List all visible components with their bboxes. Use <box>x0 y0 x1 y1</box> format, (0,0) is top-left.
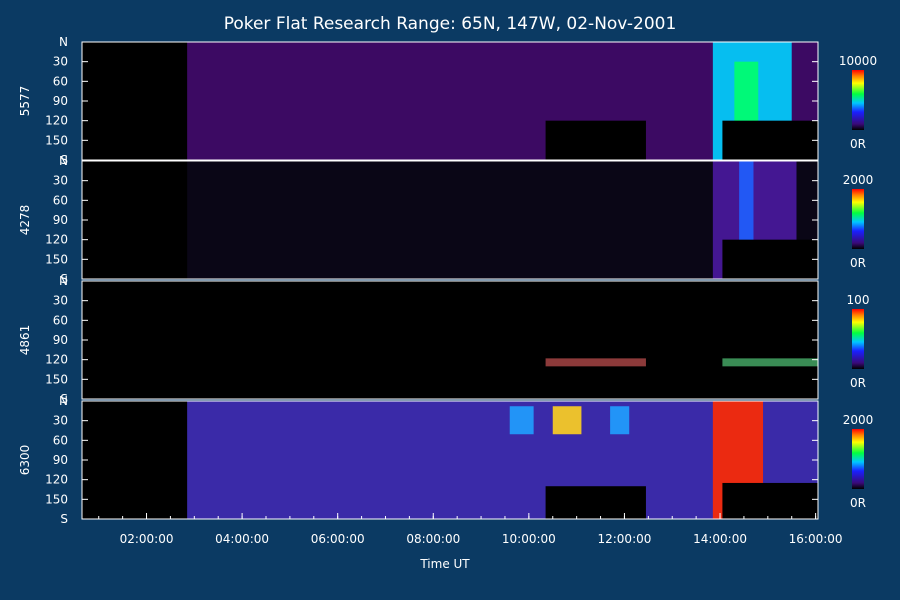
y-tick-label: 30 <box>53 414 68 428</box>
colorbar-min-label: 0R <box>850 496 866 510</box>
colorbar <box>852 70 864 130</box>
masked-block-1 <box>722 482 818 519</box>
panel-wavelength-label: 4278 <box>18 205 32 236</box>
colorbar-min-label: 0R <box>850 376 866 390</box>
panel-6300: N 30 60 90 120 150 S 6300 2000 0R <box>18 394 873 526</box>
y-tick-label: S <box>60 512 68 526</box>
colorbar <box>852 429 864 489</box>
y-tick-label: 120 <box>45 233 68 247</box>
panels-group: N 30 60 90 120 150 S 5577 10000 0R N 30 60 90 120 150 S 4… <box>18 35 877 526</box>
x-tick-label: 08:00:00 <box>406 532 460 546</box>
x-tick-label: 04:00:00 <box>215 532 269 546</box>
y-tick-label: 60 <box>53 193 68 207</box>
x-axis-label: Time UT <box>419 557 470 571</box>
panel-wavelength-label: 4861 <box>18 325 32 356</box>
aurora-feature-0 <box>509 406 534 435</box>
data-region <box>187 281 819 399</box>
y-tick-label: 90 <box>53 453 68 467</box>
y-tick-label: N <box>59 394 68 408</box>
x-tick-label: 10:00:00 <box>502 532 556 546</box>
x-tick-label: 06:00:00 <box>311 532 365 546</box>
colorbar <box>852 189 864 249</box>
y-tick-label: 150 <box>45 252 68 266</box>
y-tick-label: 120 <box>45 353 68 367</box>
x-tick-label: 02:00:00 <box>120 532 174 546</box>
aurora-feature-0 <box>545 358 646 367</box>
y-tick-label: 30 <box>53 294 68 308</box>
colorbar-max-label: 100 <box>847 293 870 307</box>
y-tick-label: 60 <box>53 74 68 88</box>
y-tick-label: 60 <box>53 313 68 327</box>
y-tick-label: S <box>60 392 68 406</box>
panel-4278: N 30 60 90 120 150 S 4278 2000 0R <box>18 154 873 286</box>
y-tick-label: 120 <box>45 114 68 128</box>
masked-block-0 <box>545 486 646 519</box>
y-tick-label: 60 <box>53 433 68 447</box>
aurora-feature-1 <box>722 358 818 367</box>
colorbar-max-label: 2000 <box>843 173 874 187</box>
y-tick-label: N <box>59 35 68 49</box>
x-tick-label: 12:00:00 <box>597 532 651 546</box>
y-tick-label: 120 <box>45 473 68 487</box>
masked-block-1 <box>722 120 818 160</box>
colorbar-min-label: 0R <box>850 256 866 270</box>
panel-5577: N 30 60 90 120 150 S 5577 10000 0R <box>18 35 877 167</box>
y-tick-label: 30 <box>53 174 68 188</box>
colorbar-max-label: 10000 <box>839 54 877 68</box>
y-tick-label: 150 <box>45 492 68 506</box>
masked-block-0 <box>545 120 646 160</box>
aurora-feature-1 <box>552 406 582 435</box>
panel-wavelength-label: 5577 <box>18 86 32 117</box>
y-tick-label: 90 <box>53 213 68 227</box>
colorbar-max-label: 2000 <box>843 413 874 427</box>
x-tick-label: 16:00:00 <box>789 532 843 546</box>
panel-wavelength-label: 6300 <box>18 445 32 476</box>
colorbar <box>852 309 864 369</box>
y-tick-label: 30 <box>53 55 68 69</box>
y-tick-label: N <box>59 274 68 288</box>
y-tick-label: 90 <box>53 94 68 108</box>
colorbar-min-label: 0R <box>850 137 866 151</box>
y-tick-label: S <box>60 272 68 286</box>
x-tick-label: 14:00:00 <box>693 532 747 546</box>
chart-title: Poker Flat Research Range: 65N, 147W, 02… <box>224 14 677 34</box>
masked-block-0 <box>722 239 818 279</box>
y-tick-label: S <box>60 153 68 167</box>
aurora-feature-2 <box>610 406 630 435</box>
y-tick-label: 150 <box>45 133 68 147</box>
y-tick-label: N <box>59 154 68 168</box>
aurora-feature-1 <box>734 61 759 127</box>
y-tick-label: 150 <box>45 372 68 386</box>
x-axis: 02:00:00 04:00:00 06:00:00 08:00:00 10:00:00… <box>98 513 843 546</box>
panel-4861: N 30 60 90 120 150 S 4861 100 0R <box>18 274 869 406</box>
y-tick-label: 90 <box>53 333 68 347</box>
